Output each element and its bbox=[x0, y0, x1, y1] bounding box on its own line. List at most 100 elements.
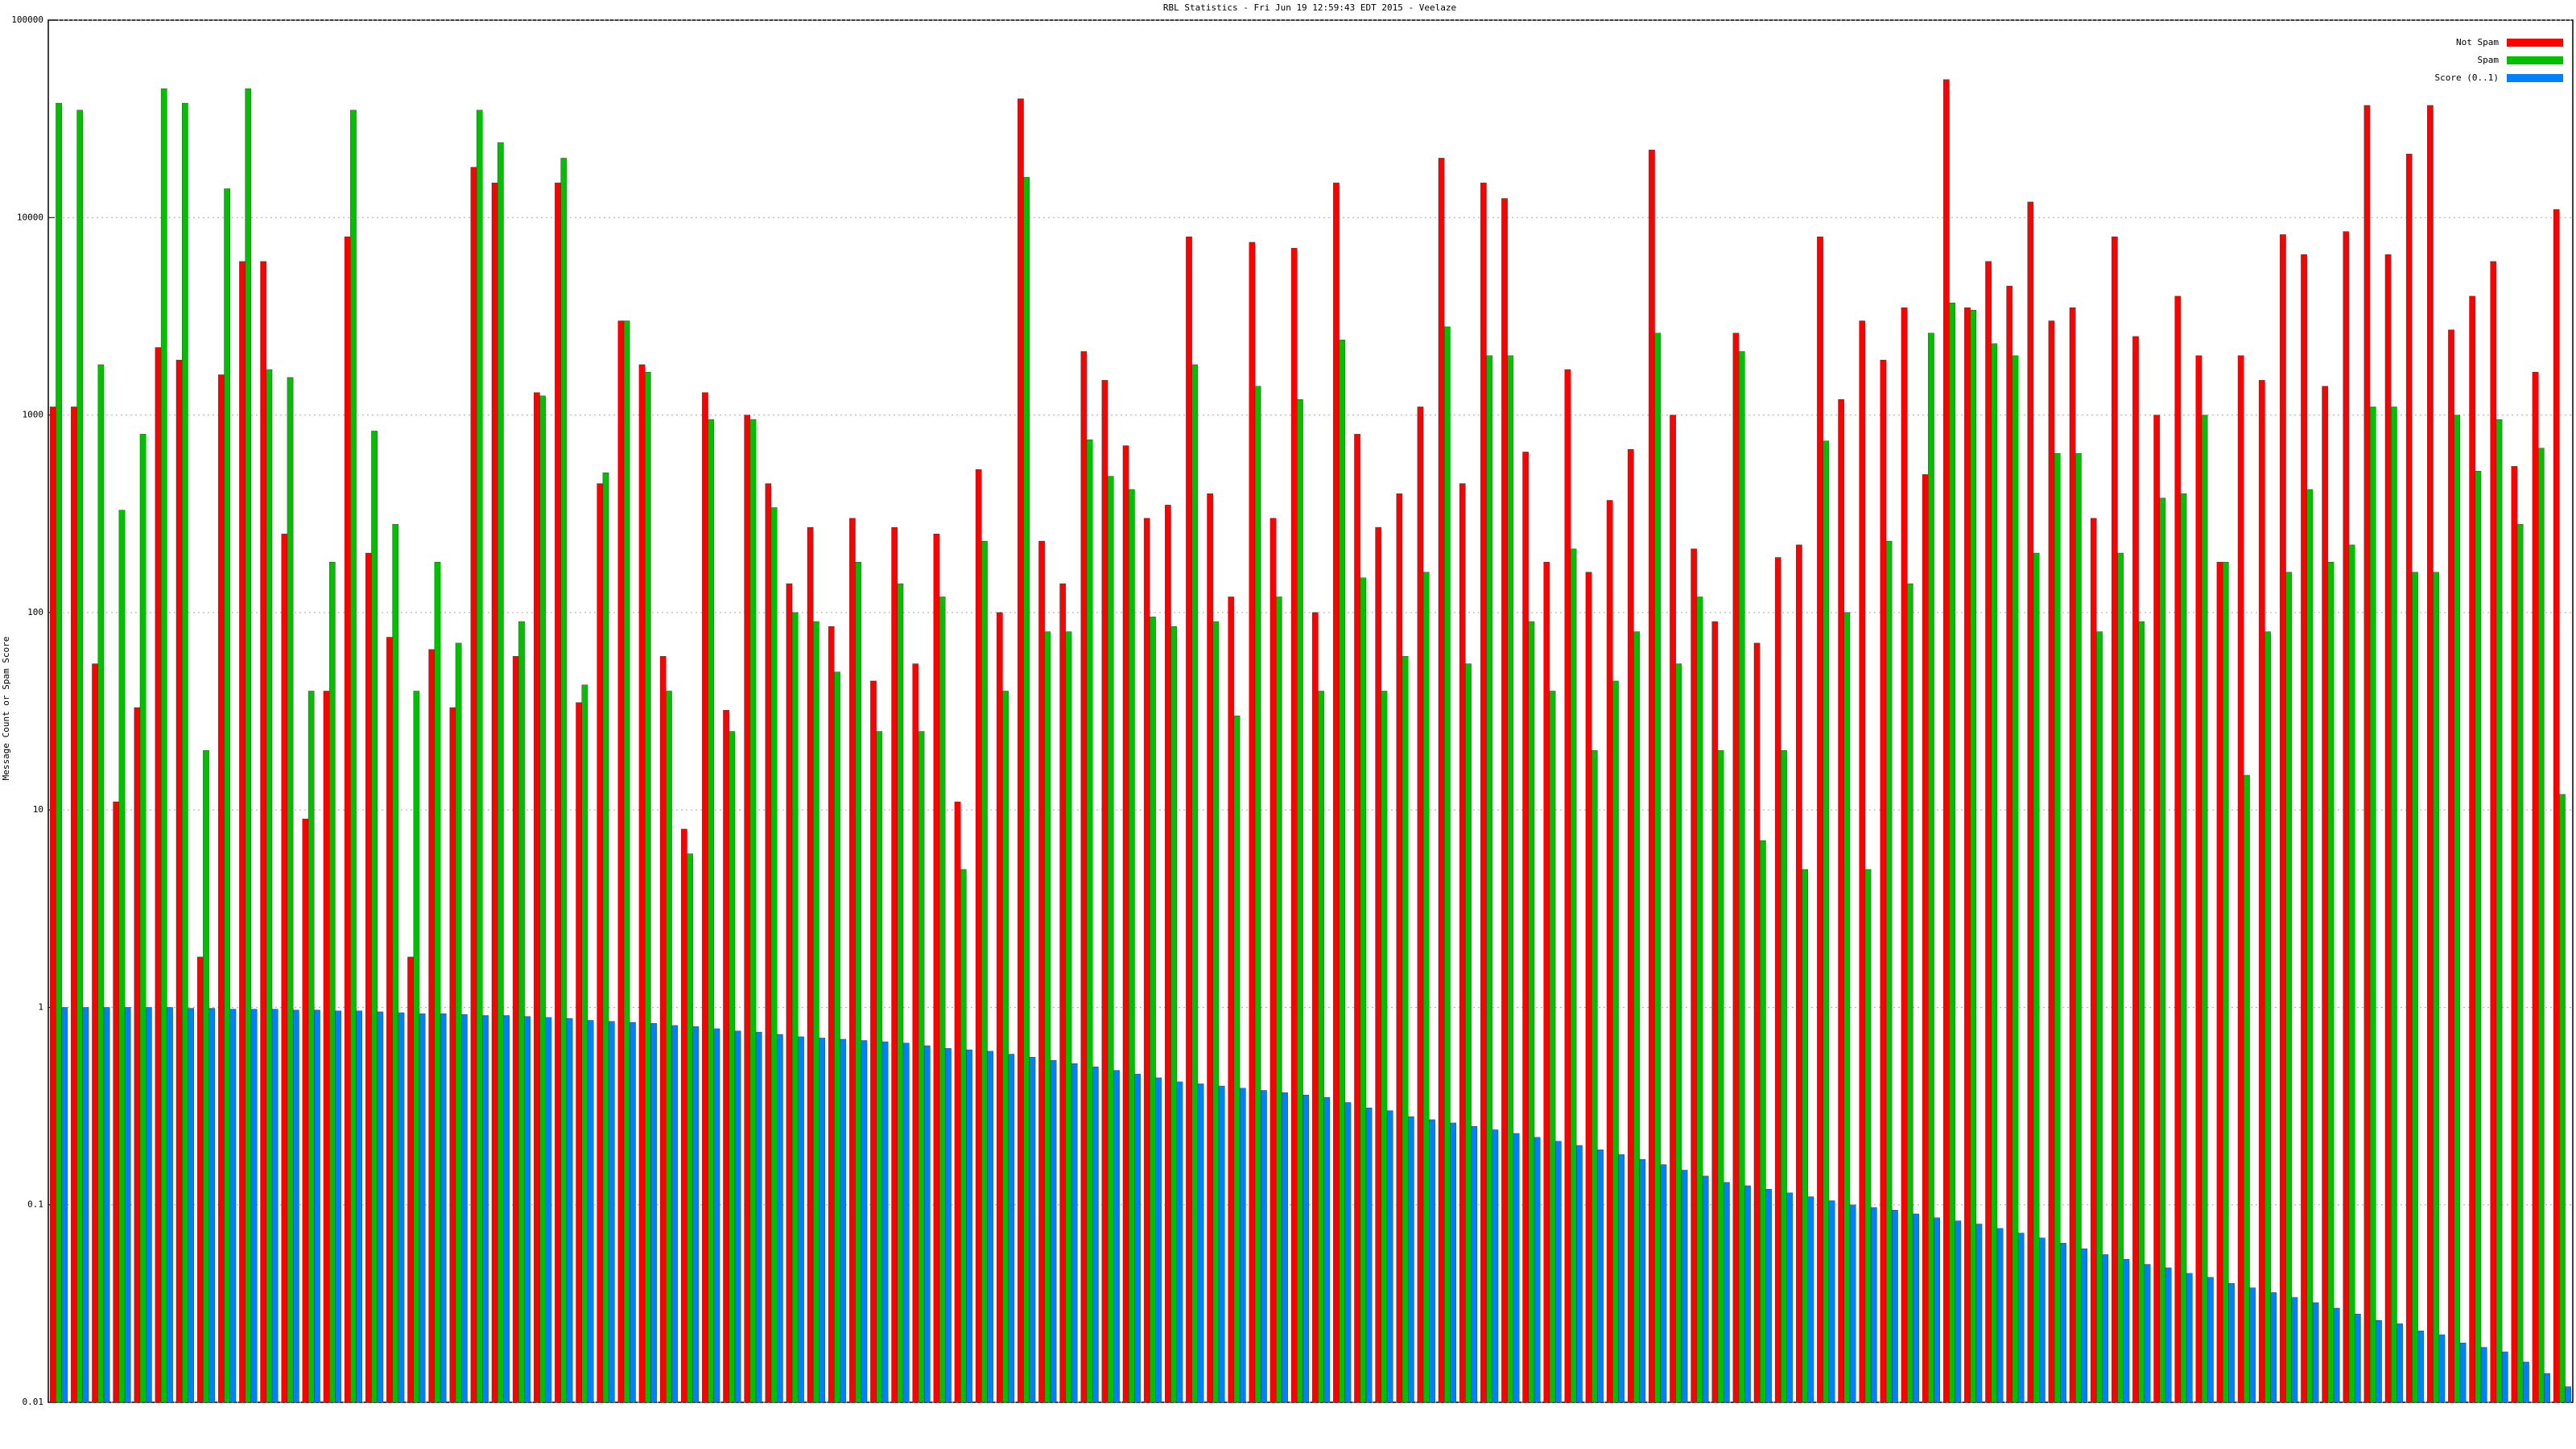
bar bbox=[2306, 489, 2314, 1403]
bar bbox=[1459, 483, 1466, 1403]
bar bbox=[1402, 656, 1409, 1403]
bar bbox=[2039, 1237, 2046, 1403]
bar bbox=[2355, 1314, 2361, 1403]
y-tick-label: 0.01 bbox=[23, 1397, 44, 1407]
bar bbox=[2511, 466, 2518, 1403]
bar bbox=[1129, 489, 1135, 1403]
bar bbox=[1576, 1145, 1583, 1403]
bar bbox=[1612, 680, 1619, 1403]
bar bbox=[1543, 562, 1550, 1403]
bar bbox=[1150, 617, 1156, 1403]
bar bbox=[897, 583, 904, 1403]
bar bbox=[260, 261, 266, 1403]
bar bbox=[1675, 663, 1682, 1403]
bar bbox=[813, 621, 819, 1403]
y-tick-label: 0.1 bbox=[27, 1199, 43, 1210]
bar bbox=[2544, 1373, 2550, 1403]
bar bbox=[1585, 572, 1592, 1403]
bar bbox=[1796, 544, 1802, 1403]
bar bbox=[840, 1038, 847, 1403]
bar bbox=[1732, 332, 1740, 1403]
bar bbox=[2301, 254, 2307, 1403]
bar bbox=[1991, 343, 1998, 1403]
bar bbox=[1549, 691, 1556, 1403]
bar bbox=[975, 469, 982, 1403]
bar bbox=[650, 1023, 657, 1403]
bar bbox=[729, 731, 736, 1403]
bar bbox=[2438, 1334, 2446, 1403]
bar bbox=[1375, 526, 1382, 1403]
bar bbox=[1696, 597, 1703, 1403]
bar bbox=[1690, 548, 1698, 1403]
bar bbox=[497, 142, 504, 1403]
chart-title: RBL Statistics - Fri Jun 19 12:59:43 EDT… bbox=[1163, 2, 1456, 13]
bar bbox=[518, 621, 525, 1403]
bar bbox=[2159, 497, 2166, 1403]
bar bbox=[2060, 1243, 2066, 1403]
bar bbox=[791, 612, 799, 1403]
bar bbox=[945, 1048, 952, 1403]
bar bbox=[1333, 182, 1340, 1403]
bar bbox=[1964, 307, 1971, 1403]
bar bbox=[2490, 261, 2497, 1403]
bar bbox=[2144, 1264, 2151, 1403]
bar bbox=[1480, 182, 1487, 1403]
bar bbox=[2433, 572, 2439, 1403]
plot-frame bbox=[47, 19, 2574, 1403]
bar bbox=[1807, 1196, 1814, 1403]
bar bbox=[2537, 448, 2545, 1403]
y-tick-label: 100 bbox=[27, 607, 43, 617]
bar bbox=[2348, 544, 2355, 1403]
bar bbox=[1633, 631, 1640, 1403]
bar bbox=[56, 102, 62, 1403]
bar bbox=[61, 1007, 68, 1403]
bar bbox=[1290, 248, 1298, 1403]
bar bbox=[440, 1013, 447, 1403]
bar bbox=[292, 1009, 299, 1403]
bar bbox=[2469, 295, 2475, 1403]
bar bbox=[602, 473, 609, 1403]
bar bbox=[1186, 236, 1192, 1403]
bar bbox=[617, 320, 625, 1403]
bar bbox=[560, 158, 568, 1403]
bar bbox=[566, 1018, 573, 1403]
bar bbox=[902, 1042, 910, 1403]
bar bbox=[2075, 452, 2082, 1403]
bar bbox=[1564, 369, 1571, 1403]
bar bbox=[1323, 1097, 1331, 1403]
bar bbox=[335, 1010, 341, 1403]
bar bbox=[428, 649, 436, 1403]
bar bbox=[777, 1034, 783, 1403]
bar bbox=[2027, 201, 2034, 1403]
bar bbox=[1155, 1077, 1162, 1403]
bar bbox=[723, 710, 729, 1403]
bar bbox=[1864, 869, 1872, 1403]
bar bbox=[434, 562, 441, 1403]
bar bbox=[1528, 621, 1535, 1403]
bar bbox=[2132, 336, 2139, 1403]
bar bbox=[2369, 407, 2376, 1403]
bar bbox=[1339, 340, 1346, 1403]
bar bbox=[218, 374, 225, 1403]
bar bbox=[2017, 1232, 2025, 1403]
bar bbox=[2285, 572, 2293, 1403]
bar bbox=[2153, 415, 2160, 1403]
bar bbox=[1212, 621, 1220, 1403]
bar bbox=[1396, 493, 1403, 1403]
bar bbox=[1760, 840, 1766, 1403]
bar bbox=[1843, 612, 1851, 1403]
bar bbox=[713, 1028, 720, 1403]
bar bbox=[981, 540, 988, 1403]
bar bbox=[1975, 1224, 1983, 1403]
bar bbox=[770, 507, 778, 1403]
bar bbox=[1065, 631, 1072, 1403]
bar bbox=[1922, 474, 1929, 1403]
bar bbox=[2417, 1331, 2425, 1403]
bar bbox=[1802, 869, 1808, 1403]
bar bbox=[1365, 1107, 1373, 1403]
bar bbox=[755, 1031, 762, 1403]
bar bbox=[1654, 332, 1662, 1403]
bar bbox=[386, 637, 393, 1403]
bar bbox=[118, 510, 126, 1403]
bar bbox=[1282, 1092, 1288, 1403]
